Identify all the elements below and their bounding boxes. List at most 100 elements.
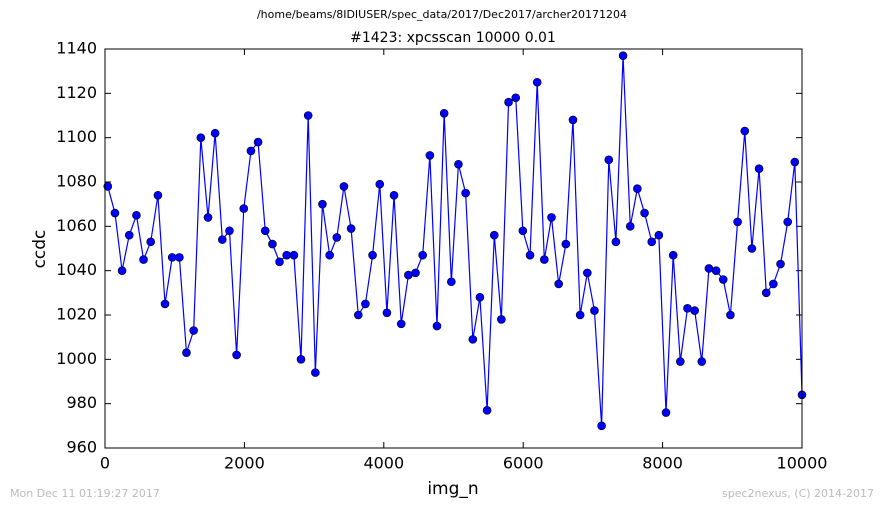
data-point (160, 299, 170, 309)
data-point (124, 230, 134, 240)
x-tick-label: 6000 (503, 454, 544, 473)
data-point (167, 253, 177, 262)
data-point (418, 250, 427, 260)
data-point (404, 270, 413, 280)
y-tick-label: 1060 (56, 216, 97, 235)
y-tick-label: 1100 (56, 127, 97, 146)
data-point (361, 299, 370, 309)
data-point (146, 237, 156, 247)
data-point (540, 255, 549, 264)
data-point (654, 230, 664, 240)
data-point (303, 111, 313, 120)
data-point (196, 133, 206, 142)
data-point (532, 77, 542, 87)
data-point (117, 266, 127, 275)
data-point (475, 292, 485, 302)
data-point (489, 230, 499, 240)
data-point (268, 239, 277, 249)
data-point (618, 51, 628, 60)
footer-left: Mon Dec 11 01:19:27 2017 (10, 487, 160, 500)
data-point (761, 288, 771, 298)
data-point (210, 128, 220, 138)
data-point (561, 239, 571, 249)
data-point (590, 306, 599, 315)
data-point (182, 348, 191, 357)
data-point (676, 357, 685, 366)
data-point (296, 355, 306, 364)
data-point (754, 164, 764, 173)
x-axis-label: img_n (427, 479, 478, 499)
data-point (511, 93, 521, 103)
data-point (275, 257, 284, 267)
y-tick-label: 1080 (56, 172, 97, 191)
data-point (504, 97, 513, 107)
data-point (332, 233, 342, 242)
data-point (690, 306, 699, 315)
data-point (110, 208, 120, 218)
data-point (389, 191, 399, 200)
data-point (339, 182, 349, 191)
data-point (289, 250, 299, 260)
data-point (282, 250, 292, 260)
chart-title: #1423: xpcsscan 10000 0.01 (350, 30, 556, 46)
x-tick-label: 2000 (224, 454, 265, 473)
y-axis-label: ccdc (30, 230, 50, 269)
data-point (547, 213, 556, 222)
data-point (461, 188, 470, 198)
footer-right: spec2nexus, (C) 2014-2017 (722, 487, 874, 500)
x-tick-label: 8000 (642, 454, 683, 473)
data-point (575, 310, 585, 320)
data-point (769, 279, 778, 289)
data-point (597, 421, 606, 431)
data-point (583, 268, 592, 278)
data-point (518, 226, 528, 236)
data-point (733, 217, 742, 227)
y-tick-label: 1020 (56, 305, 97, 324)
data-point (611, 237, 621, 247)
data-point (439, 108, 449, 118)
data-point (368, 250, 377, 260)
data-point (468, 335, 478, 344)
data-point (396, 319, 406, 329)
y-tick-label: 1120 (56, 83, 97, 102)
data-point (353, 310, 363, 320)
data-point (604, 155, 614, 165)
x-tick-label: 0 (100, 454, 110, 473)
x-tick-label: 4000 (363, 454, 404, 473)
data-point (132, 210, 141, 220)
data-point (239, 204, 249, 213)
data-point (697, 357, 707, 366)
data-point (740, 126, 750, 136)
data-point (661, 408, 671, 417)
data-point (432, 321, 442, 331)
data-point (790, 157, 800, 167)
data-point (232, 350, 241, 360)
data-point (382, 308, 392, 318)
data-point (525, 250, 535, 260)
data-point (411, 268, 420, 278)
data-point (776, 259, 785, 269)
data-point (346, 224, 356, 233)
data-point (175, 253, 184, 262)
plot-frame (104, 48, 803, 449)
data-point (153, 191, 163, 200)
data-point (454, 159, 463, 169)
data-point (568, 115, 578, 125)
y-tick-label: 1000 (56, 349, 97, 368)
data-point (554, 279, 563, 289)
data-point (482, 406, 492, 415)
data-point (718, 275, 728, 284)
y-tick-label: 960 (66, 438, 97, 457)
data-point (325, 250, 334, 260)
data-point (189, 326, 198, 335)
data-point (139, 255, 148, 264)
data-point (625, 222, 635, 231)
data-point (711, 266, 721, 275)
data-point (783, 217, 793, 227)
data-point (747, 244, 757, 253)
y-tick-label: 980 (66, 393, 97, 412)
data-point (311, 368, 320, 377)
data-point (497, 315, 506, 324)
data-point (203, 213, 213, 222)
